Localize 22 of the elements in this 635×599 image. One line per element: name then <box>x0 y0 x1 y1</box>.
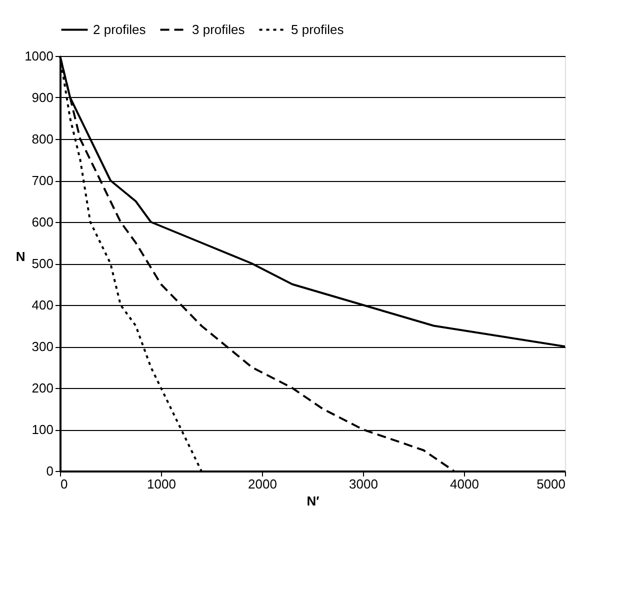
y-tick-label: 100 <box>32 422 54 437</box>
x-tick-label: 1000 <box>147 476 176 492</box>
x-tick-label: 0 <box>60 476 68 492</box>
legend-label: 2 profiles <box>93 22 146 37</box>
y-tick-label: 0 <box>46 464 54 478</box>
y-tick-label: 900 <box>32 90 54 105</box>
y-tick-label: 300 <box>32 339 54 354</box>
legend-label: 5 profiles <box>291 22 344 37</box>
y-tick-label: 500 <box>32 256 54 271</box>
x-tick-label: 4000 <box>450 476 479 492</box>
y-tick-label: 1000 <box>24 48 54 64</box>
y-tick-label: 400 <box>32 298 54 312</box>
legend-label: 3 profiles <box>192 22 246 37</box>
y-tick-label: 800 <box>32 132 54 146</box>
x-axis-title: N′ <box>306 494 320 508</box>
x-tick-label: 5000 <box>536 476 566 492</box>
y-tick-label: 600 <box>32 214 54 230</box>
x-tick-label: 2000 <box>248 476 277 492</box>
x-tick-label: 3000 <box>349 476 378 492</box>
y-tick-label: 200 <box>32 380 54 396</box>
y-axis-title: N <box>16 249 26 264</box>
y-tick-label: 700 <box>32 173 54 188</box>
